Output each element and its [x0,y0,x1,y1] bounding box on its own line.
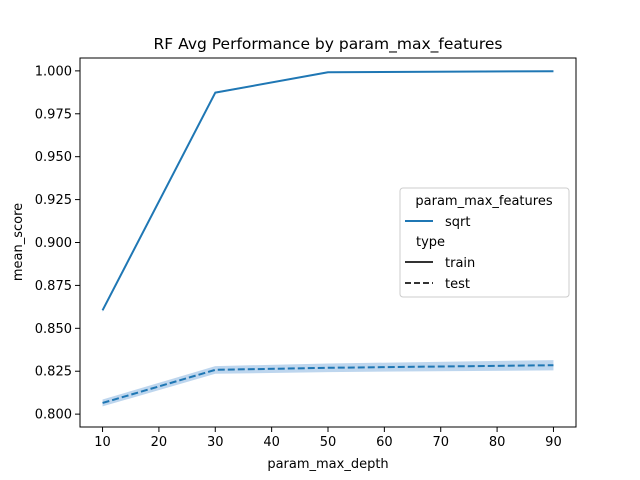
legend-box [399,187,570,298]
y-tick-label: 0.925 [35,193,72,208]
legend-style-title: type [416,235,445,250]
y-tick-label: 0.875 [35,279,72,294]
legend: param_max_features sqrt type train test [399,187,570,298]
y-tick-label: 1.000 [35,64,72,79]
x-tick-label: 20 [151,435,168,450]
y-tick-label: 0.850 [35,322,72,337]
y-tick-label: 0.900 [35,236,72,251]
confidence-band-test [102,360,554,407]
x-tick-label: 10 [94,435,111,450]
y-tick-label: 0.825 [35,365,72,380]
x-tick-label: 30 [207,435,224,450]
x-axis-label: param_max_depth [267,457,388,472]
legend-test-label: test [445,277,470,292]
plot-area [101,70,554,407]
y-tick-label: 0.950 [35,150,72,165]
x-tick-label: 90 [545,435,562,450]
legend-sqrt-label: sqrt [445,215,470,230]
series-line-train [101,70,554,311]
x-axis: 10 20 30 40 50 60 70 80 90 [94,427,562,450]
series-line-test [102,364,554,404]
y-axis: 0.800 0.825 0.850 0.875 0.900 0.925 0.950 0.975… [35,64,80,423]
legend-hue-title: param_max_features [415,194,552,209]
y-tick-label: 0.975 [35,107,72,122]
x-tick-label: 70 [432,435,449,450]
x-tick-label: 40 [263,435,280,450]
y-tick-label: 0.800 [35,408,72,423]
y-axis-label: mean_score [11,203,26,281]
x-tick-label: 80 [489,435,506,450]
legend-train-label: train [445,256,475,271]
x-tick-label: 50 [320,435,337,450]
x-tick-label: 60 [376,435,393,450]
chart-title: RF Avg Performance by param_max_features [154,35,503,54]
